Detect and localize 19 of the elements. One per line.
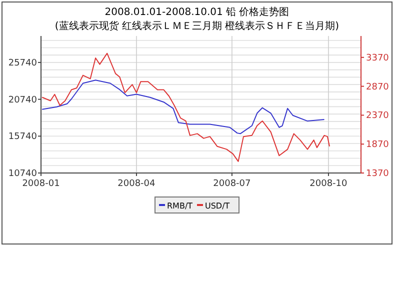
line-series <box>42 80 325 134</box>
y-tick-label: 10740 <box>8 169 38 179</box>
x-tick-label: 2008-10 <box>310 179 348 189</box>
y-tick-label: 15740 <box>8 132 38 142</box>
y2-tick-label: 3370 <box>366 53 390 64</box>
x-tick-label: 2008-01 <box>22 179 60 189</box>
y-tick-label: 20740 <box>8 95 38 106</box>
x-tick-label: 2008-07 <box>213 179 251 189</box>
line-series <box>42 52 330 162</box>
y-tick-label: 25740 <box>8 58 38 68</box>
y2-tick-label: 1370 <box>366 169 390 179</box>
y2-tick-label: 1870 <box>366 140 390 150</box>
legend-label: RMB/T <box>167 202 193 210</box>
y2-tick-label: 2370 <box>366 111 390 122</box>
x-tick-label: 2008-04 <box>118 179 156 189</box>
y2-tick-label: 2870 <box>366 82 390 92</box>
chart-title: 2008.01.01-2008.10.01 铅 价格走势图 <box>104 6 290 18</box>
chart-subtitle: (蓝线表示现货 红线表示ＬＭＥ三月期 橙线表示ＳＨＦＥ当月期) <box>54 20 340 32</box>
legend-label: USD/T <box>205 202 230 210</box>
